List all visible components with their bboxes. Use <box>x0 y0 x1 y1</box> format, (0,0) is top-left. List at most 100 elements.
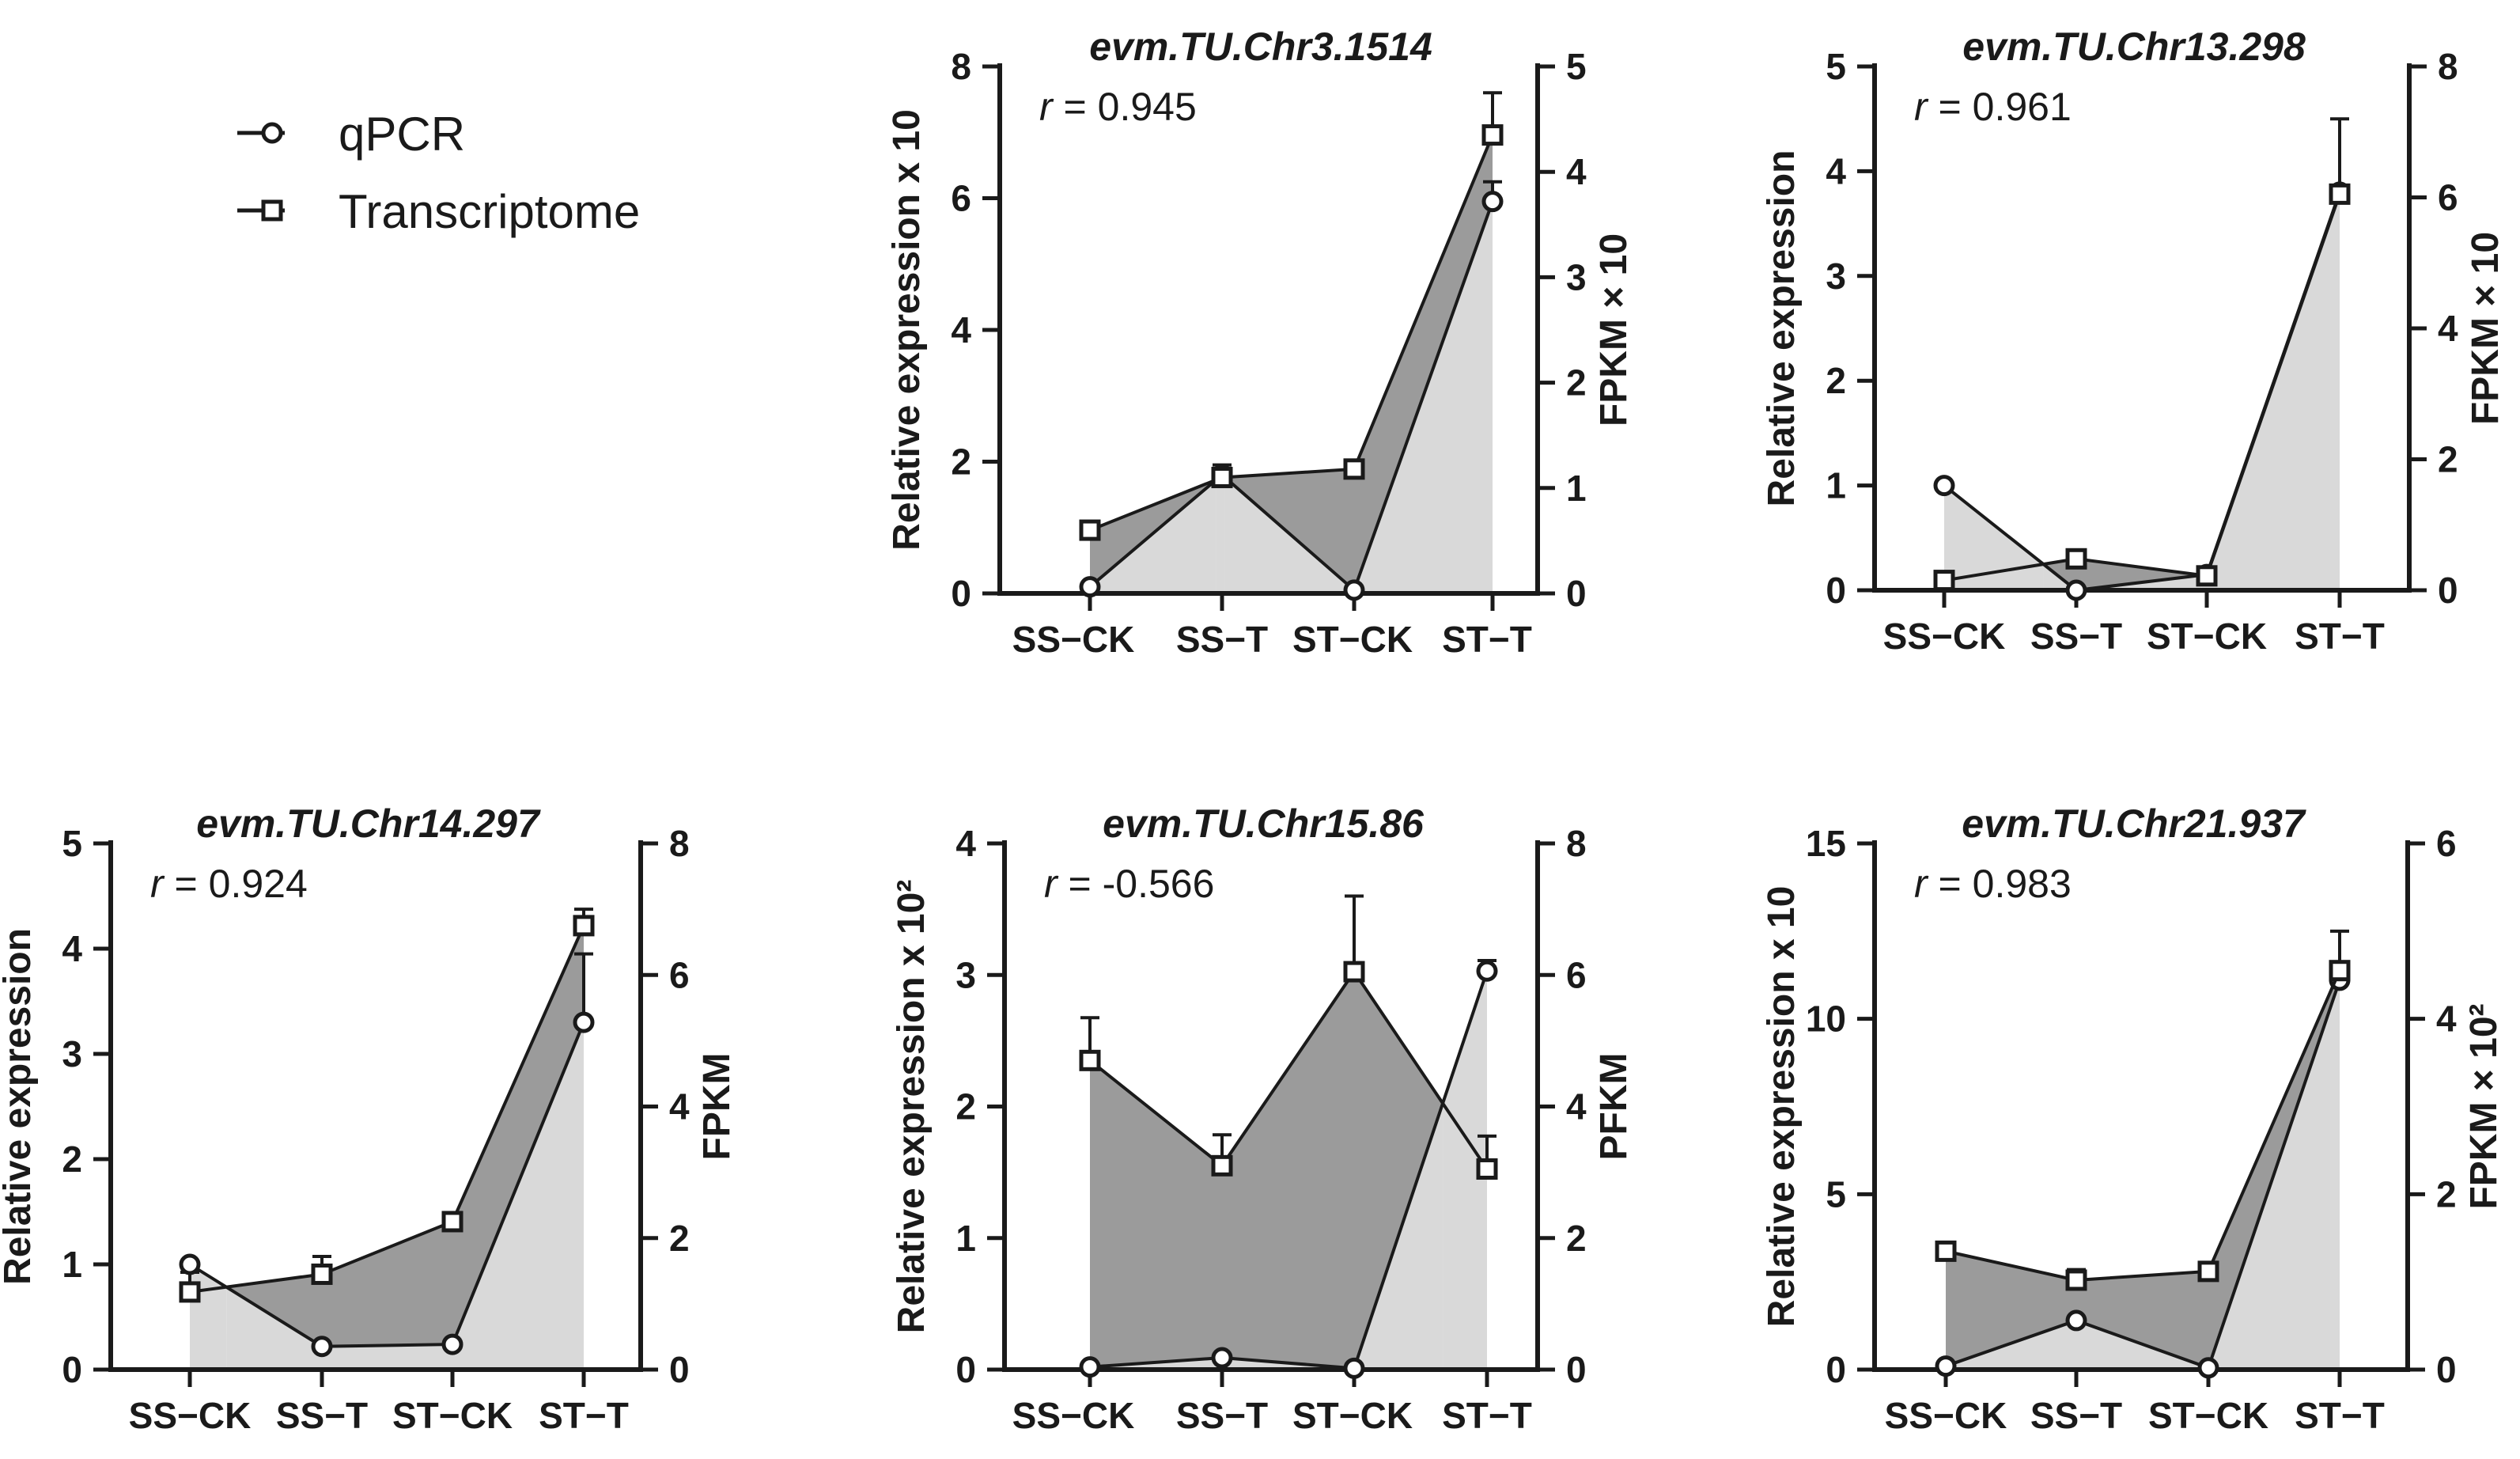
left-tick-label: 1 <box>1826 465 1846 506</box>
dark-area <box>322 1221 452 1347</box>
left-tick-label: 1 <box>955 1218 976 1259</box>
light-area <box>226 1287 322 1370</box>
right-tick-label: 4 <box>1566 1086 1587 1127</box>
right-tick-label: 4 <box>669 1086 690 1127</box>
right-tick-label: 6 <box>1566 954 1587 995</box>
legend-label: Transcriptome <box>339 185 640 238</box>
y-axis-label-left: Relative expression x 10² <box>891 880 933 1334</box>
data-point-qpcr <box>1343 579 1365 601</box>
x-tick-label: SS−T <box>276 1395 368 1436</box>
series-line-qpcr <box>1088 200 1494 593</box>
y-axis-label-right: FPKM × 10 <box>1593 233 1635 426</box>
right-tick-label: 0 <box>1566 1349 1587 1390</box>
right-tick-label: 6 <box>2438 177 2458 218</box>
y-axis-label-left: Relative expression <box>1761 150 1803 507</box>
dark-area <box>226 1274 322 1347</box>
series-transcriptome <box>1079 124 1504 541</box>
data-point-transcriptome <box>1211 466 1233 488</box>
left-tick-label: 3 <box>955 954 976 995</box>
legend-item-transcriptome: Transcriptome <box>237 185 640 238</box>
left-tick-label: 0 <box>951 573 971 614</box>
x-tick-label: ST−CK <box>1292 619 1413 660</box>
y-axis-label-left: Relative expression <box>0 928 39 1285</box>
left-tick-label: 10 <box>1806 999 1846 1040</box>
right-tick-label: 3 <box>1566 256 1587 297</box>
left-tick-label: 5 <box>1826 46 1846 87</box>
y-axis-label-right: PFKM <box>1593 1053 1635 1161</box>
legend-item-qpcr: qPCR <box>237 108 465 161</box>
data-point-transcriptome <box>2197 1260 2219 1283</box>
correlation-symbol: r <box>1914 85 1929 129</box>
y-axis-label-right: FPKM × 10 <box>2465 232 2507 425</box>
series-line-qpcr <box>1945 980 2341 1370</box>
left-tick-label: 0 <box>1826 570 1846 611</box>
left-tick-label: 2 <box>62 1139 82 1180</box>
series-line-transcriptome <box>189 925 585 1294</box>
correlation-value: = 0.924 <box>164 862 308 906</box>
chart-title: evm.TU.Chr15.86 <box>1103 802 1425 846</box>
area-fills <box>1946 970 2340 1370</box>
right-tick-label: 2 <box>2436 1173 2457 1215</box>
left-tick-label: 4 <box>1826 150 1846 191</box>
left-tick-label: 0 <box>955 1349 976 1390</box>
legend-label: qPCR <box>339 108 465 161</box>
series-line-transcriptome <box>1943 193 2341 582</box>
data-point-transcriptome <box>2196 565 2218 587</box>
correlation-label: r = 0.945 <box>1039 85 1197 129</box>
x-tick-label: SS−T <box>1176 1395 1268 1436</box>
chart-panel-2: 0 1 2 3 4 5 0 2 4 6 8 SS−CK SS−T ST−CK ST−T Relative ex… <box>1761 25 2507 657</box>
data-point-transcriptome <box>1343 458 1365 480</box>
left-tick-label: 8 <box>951 46 971 87</box>
right-tick-label: 8 <box>1566 823 1587 864</box>
legend-marker-square <box>261 199 283 222</box>
correlation-label: r = 0.983 <box>1914 862 2072 906</box>
right-tick-label: 6 <box>669 954 690 995</box>
chart-title: evm.TU.Chr14.297 <box>196 802 541 846</box>
area-fills <box>190 925 584 1370</box>
data-point-transcriptome <box>2329 183 2351 205</box>
left-tick-label: 3 <box>62 1033 82 1074</box>
right-tick-label: 4 <box>2438 308 2458 349</box>
correlation-value: = -0.566 <box>1058 862 1215 906</box>
dark-area <box>1354 135 1493 590</box>
left-tick-label: 4 <box>955 823 976 864</box>
left-tick-label: 4 <box>62 928 82 969</box>
chart-panels: 0 2 4 6 8 0 1 2 3 4 5 SS−CK SS−T ST−CK ST−T Relative ex… <box>0 25 2507 1436</box>
data-point-transcriptome <box>573 915 595 937</box>
correlation-value: = 0.961 <box>1928 85 2072 129</box>
left-tick-label: 3 <box>1826 256 1846 297</box>
left-tick-label: 2 <box>955 1086 976 1127</box>
correlation-value: = 0.945 <box>1053 85 1197 129</box>
chart-title: evm.TU.Chr21.937 <box>1962 802 2306 846</box>
y-axis-label-left: Relative expression x 10 <box>886 109 928 551</box>
legend: qPCR Transcriptome <box>237 108 640 238</box>
x-tick-label: ST−T <box>2295 616 2385 657</box>
light-area <box>452 1022 584 1370</box>
y-axis-label-left: Relative expression x 10 <box>1761 886 1803 1328</box>
correlation-symbol: r <box>1914 862 1929 906</box>
x-tick-label: ST−T <box>1442 619 1532 660</box>
data-point-transcriptome <box>1935 1240 1957 1262</box>
dark-area <box>452 925 584 1345</box>
error-bars <box>2330 117 2349 192</box>
series-transcriptome <box>179 915 595 1303</box>
data-point-transcriptome <box>1481 124 1504 146</box>
x-tick-label: ST−CK <box>2147 616 2267 657</box>
x-tick-label: ST−CK <box>1292 1395 1413 1436</box>
data-point-transcriptome <box>2065 548 2087 570</box>
data-point-qpcr <box>1481 191 1504 213</box>
right-tick-label: 8 <box>2438 46 2458 87</box>
chart-title: evm.TU.Chr3.1514 <box>1089 25 1432 69</box>
x-tick-label: SS−CK <box>129 1395 252 1436</box>
chart-title: evm.TU.Chr13.298 <box>1962 25 2306 69</box>
data-point-transcriptome <box>2329 960 2351 982</box>
series-line-transcriptome <box>1088 968 1489 1170</box>
data-point-transcriptome <box>1476 1158 1498 1180</box>
x-tick-label: SS−T <box>2030 616 2122 657</box>
series-transcriptome <box>1933 183 2351 592</box>
legend-marker-circle <box>261 122 283 144</box>
x-tick-label: SS−T <box>1176 619 1268 660</box>
data-point-qpcr <box>1079 576 1101 598</box>
right-tick-label: 5 <box>1566 46 1587 87</box>
data-point-transcriptome <box>1933 570 1955 592</box>
